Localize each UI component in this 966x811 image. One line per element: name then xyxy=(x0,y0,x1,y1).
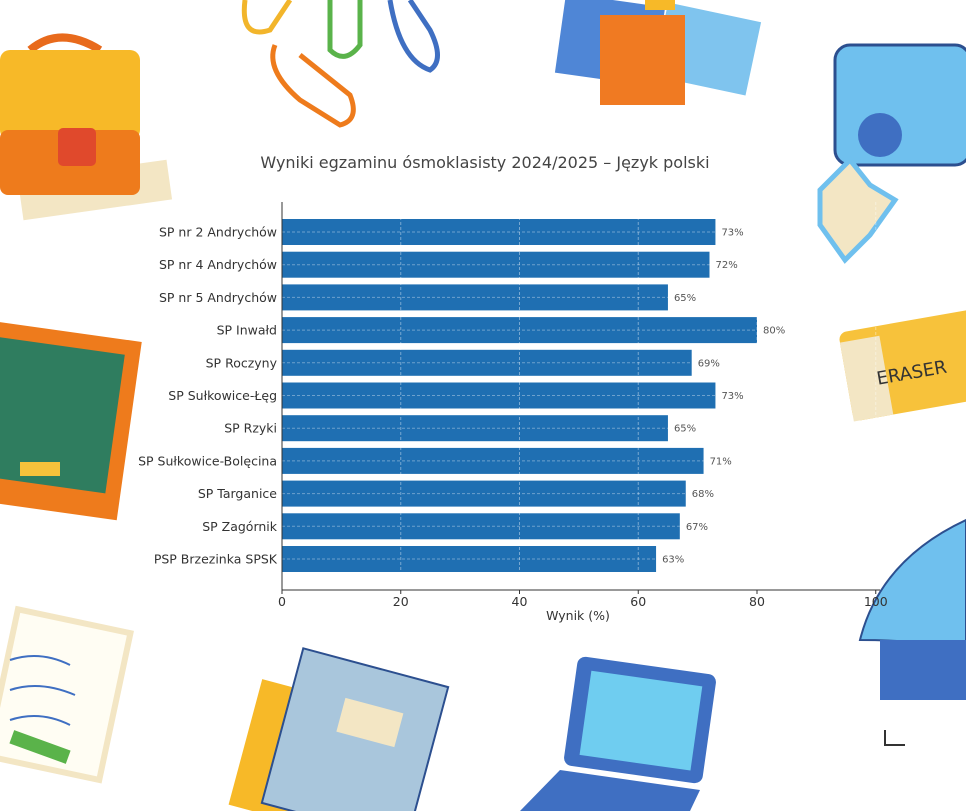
category-label: SP Roczyny xyxy=(206,355,278,370)
x-tick-label: 60 xyxy=(630,594,646,609)
bar xyxy=(282,415,668,442)
chalkboard-icon xyxy=(0,319,142,521)
x-tick-label: 80 xyxy=(749,594,765,609)
data-label: 73% xyxy=(721,391,743,402)
laptop-icon xyxy=(520,656,716,811)
x-tick-label: 20 xyxy=(393,594,409,609)
paperclips-icon xyxy=(241,0,440,128)
category-label: SP nr 5 Andrychów xyxy=(159,290,277,305)
data-label: 68% xyxy=(692,489,714,500)
data-label: 80% xyxy=(763,326,785,337)
x-tick-label: 100 xyxy=(864,594,888,609)
sharpener-icon xyxy=(817,43,966,264)
data-label: 69% xyxy=(698,358,720,369)
bars: SP nr 2 Andrychów 73% SP nr 4 Andrychów 72%… xyxy=(138,202,877,590)
data-label: 73% xyxy=(721,228,743,239)
x-axis-label: Wynik (%) xyxy=(546,608,610,623)
category-label: SP Sułkowice-Łęg xyxy=(168,388,277,403)
stapler-icon xyxy=(858,518,966,746)
bar xyxy=(282,546,657,572)
bar xyxy=(282,317,757,344)
bar xyxy=(282,219,716,245)
eraser-icon: ERASER xyxy=(839,309,966,422)
category-label: SP Inwałd xyxy=(217,323,277,338)
data-label: 67% xyxy=(686,522,708,533)
category-label: SP Zagórnik xyxy=(202,519,278,534)
sticky-notes-icon xyxy=(554,0,762,105)
category-label: PSP Brzezinka SPSK xyxy=(154,552,278,567)
bar xyxy=(282,447,704,474)
data-label: 72% xyxy=(716,260,738,271)
x-tick-labels: 0 20 40 60 80 100 xyxy=(278,590,888,609)
category-label: SP nr 2 Andrychów xyxy=(159,225,277,240)
bar xyxy=(282,480,686,507)
bar xyxy=(282,513,680,540)
x-tick-label: 0 xyxy=(278,594,286,609)
category-label: SP Rzyki xyxy=(224,421,277,436)
chart-title: Wyniki egzaminu ósmoklasisty 2024/2025 –… xyxy=(260,153,709,172)
data-label: 65% xyxy=(674,424,696,435)
data-label: 65% xyxy=(674,293,696,304)
data-label: 63% xyxy=(662,555,684,566)
category-label: SP Targanice xyxy=(198,486,277,501)
bar xyxy=(282,349,692,376)
bar xyxy=(282,284,668,311)
spiral-notebook-icon xyxy=(228,647,450,811)
bar xyxy=(282,251,710,278)
x-tick-label: 40 xyxy=(512,594,528,609)
category-label: SP Sułkowice-Bolęcina xyxy=(138,453,277,468)
bar xyxy=(282,382,716,409)
notepad-icon xyxy=(0,605,134,784)
data-label: 71% xyxy=(710,456,732,467)
category-label: SP nr 4 Andrychów xyxy=(159,257,277,272)
briefcase-icon xyxy=(0,33,173,221)
